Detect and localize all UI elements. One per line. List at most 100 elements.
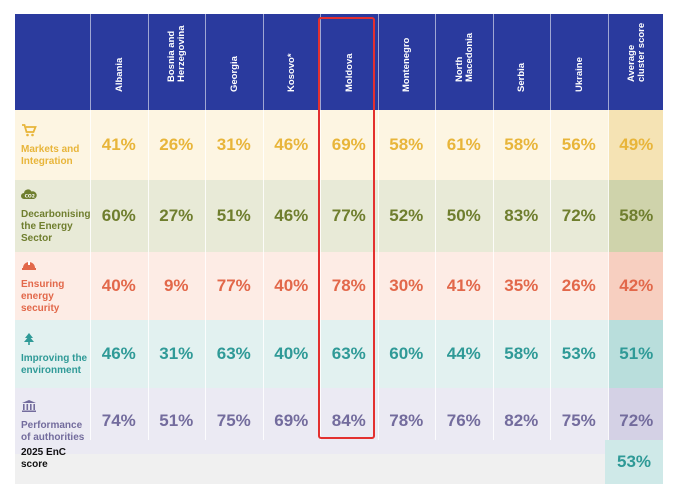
value-cell: 26%: [561, 276, 596, 295]
column-header: Montenegro: [377, 14, 437, 110]
total-score-label: 2025 EnC score: [21, 447, 67, 470]
table-row: Improving the environment 46% 31% 63% 40% 63%…: [15, 320, 663, 388]
column-header: Serbia: [492, 14, 552, 110]
row-label-text: Decarbonising the Energy Sector: [21, 208, 91, 244]
value-cell: 27%: [159, 206, 194, 225]
value-cell: 58%: [504, 344, 539, 363]
value-cell: 51%: [607, 320, 663, 388]
value-cell: 31%: [216, 135, 251, 154]
column-header-label: Moldova: [343, 53, 355, 92]
value-cell: 60%: [389, 344, 424, 363]
column-divider: [550, 110, 551, 440]
column-header-label: Ukraine: [573, 57, 585, 92]
value-cell: 61%: [446, 135, 481, 154]
value-cell: 69%: [331, 135, 366, 154]
helmet-icon: [21, 258, 103, 276]
column-header: Moldova: [320, 14, 379, 110]
value-cell: 82%: [504, 411, 539, 430]
value-cell: 75%: [561, 411, 596, 430]
value-cell: 78%: [389, 411, 424, 430]
table-header: [15, 14, 663, 110]
value-cell: 58%: [504, 135, 539, 154]
value-cell: 40%: [101, 276, 136, 295]
value-cell: 51%: [216, 206, 251, 225]
co2-cloud-icon: CO2: [21, 188, 103, 206]
column-divider: [147, 110, 149, 440]
value-cell: 84%: [331, 411, 366, 430]
table-row: CO2 Decarbonising the Energy Sector 60% 27%…: [15, 180, 663, 252]
value-cell: 9%: [163, 276, 189, 295]
total-row: [15, 454, 663, 484]
column-header-label: Average cluster score: [626, 22, 648, 82]
value-cell: 46%: [274, 206, 309, 225]
row-label: CO2 Decarbonising the Energy Sector: [21, 180, 103, 252]
value-cell: 58%: [607, 180, 663, 252]
column-divider: [492, 110, 494, 440]
column-divider: [90, 110, 91, 440]
value-cell: 51%: [159, 411, 194, 430]
row-label-text: Markets and Integration: [21, 143, 80, 167]
column-header: Bosnia and Herzegovina: [147, 14, 207, 110]
institution-icon: [21, 399, 103, 417]
column-header-label: Serbia: [516, 62, 528, 92]
column-header-label: Montenegro: [401, 37, 413, 92]
column-header-label: Kosovo*: [286, 53, 298, 92]
value-cell: 63%: [331, 344, 366, 363]
table-row: Performance of authorities 74% 51% 75% 69% 84…: [15, 388, 663, 454]
column-header-label: Albania: [113, 57, 125, 92]
value-cell: 26%: [159, 135, 194, 154]
svg-text:CO2: CO2: [25, 193, 35, 199]
value-cell: 72%: [561, 206, 596, 225]
value-cell: 60%: [101, 206, 136, 225]
column-divider: [320, 110, 321, 440]
row-label-text: Improving the environment: [21, 352, 88, 376]
row-label: Ensuring energy security: [21, 252, 103, 320]
value-cell: 77%: [331, 206, 366, 225]
value-cell: 35%: [504, 276, 539, 295]
column-divider: [205, 110, 206, 440]
value-cell: 77%: [216, 276, 251, 295]
value-cell: 40%: [274, 344, 309, 363]
value-cell: 31%: [159, 344, 194, 363]
column-header: Albania: [90, 14, 149, 110]
value-cell: 52%: [389, 206, 424, 225]
value-cell: 46%: [101, 344, 136, 363]
cart-icon: [21, 123, 103, 141]
value-cell: 75%: [216, 411, 251, 430]
value-cell: 63%: [216, 344, 251, 363]
column-header: Average cluster score: [607, 14, 664, 110]
value-cell: 58%: [389, 135, 424, 154]
row-label: Improving the environment: [21, 320, 103, 388]
row-label: Markets and Integration: [21, 110, 103, 180]
value-cell: 41%: [446, 276, 481, 295]
value-cell: 46%: [274, 135, 309, 154]
value-cell: 40%: [274, 276, 309, 295]
column-divider: [377, 110, 379, 440]
value-cell: 78%: [331, 276, 366, 295]
value-cell: 83%: [504, 206, 539, 225]
column-header-label: North Macedonia: [453, 32, 475, 82]
table-row: Ensuring energy security 40% 9% 77% 40% 78% 30…: [15, 252, 663, 320]
value-cell: 41%: [101, 135, 136, 154]
column-header: Kosovo*: [262, 14, 322, 110]
value-cell: 74%: [101, 411, 136, 430]
tree-icon: [21, 332, 103, 350]
column-divider: [262, 110, 264, 440]
column-header: Georgia: [205, 14, 264, 110]
column-header: Ukraine: [550, 14, 609, 110]
column-header: North Macedonia: [435, 14, 494, 110]
value-cell: 53%: [561, 344, 596, 363]
value-cell: 56%: [561, 135, 596, 154]
row-label-text: Performance of authorities: [21, 419, 85, 443]
table-row: Markets and Integration 41% 26% 31% 46% 69% 58…: [15, 110, 663, 180]
column-divider: [607, 110, 609, 440]
value-cell: 30%: [389, 276, 424, 295]
row-label: Performance of authorities: [21, 388, 103, 454]
column-header-label: Georgia: [228, 56, 240, 92]
total-score-value: 53%: [605, 440, 663, 484]
value-cell: 50%: [446, 206, 481, 225]
value-cell: 42%: [607, 252, 663, 320]
scorecard-table: Albania Bosnia and Herzegovina Georgia Koso…: [15, 14, 663, 484]
value-cell: 44%: [446, 344, 481, 363]
value-cell: 69%: [274, 411, 309, 430]
